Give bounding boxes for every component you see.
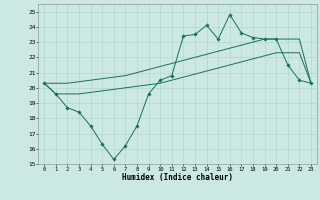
X-axis label: Humidex (Indice chaleur): Humidex (Indice chaleur) [122,173,233,182]
